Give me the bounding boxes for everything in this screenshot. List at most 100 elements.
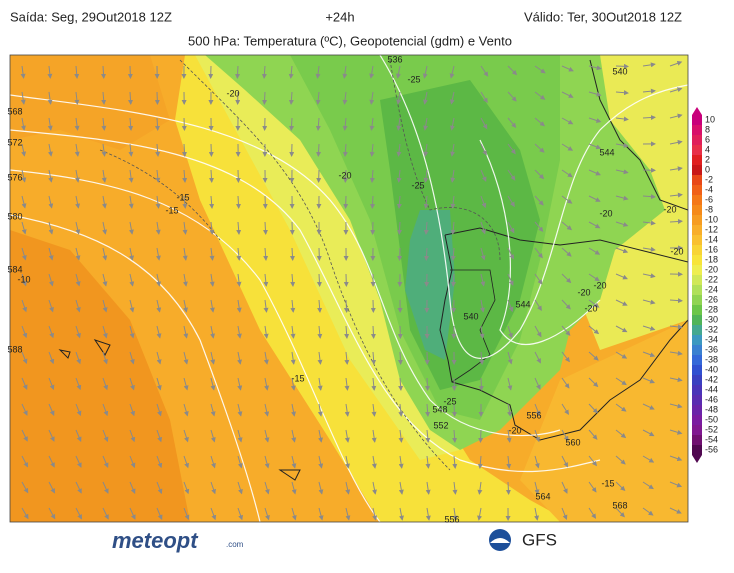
contour-label: 568 [612,500,627,510]
contour-label: -20 [593,280,606,290]
colorbar-swatch [692,175,702,185]
contour-label: 540 [612,66,627,76]
contour-label: 544 [599,147,614,157]
colorbar-tip [692,107,702,115]
colorbar-swatch [692,155,702,165]
contour-label: -20 [670,246,683,256]
colorbar-swatch [692,425,702,435]
contour-label: -20 [663,204,676,214]
contour-label: -15 [601,478,614,488]
contour-label: 568 [7,106,22,116]
colorbar-label: -48 [705,404,718,414]
colorbar-label: -12 [705,224,718,234]
contour-label: 576 [7,172,22,182]
colorbar-swatch [692,275,702,285]
colorbar: 1086420-2-4-6-8-10-12-14-16-18-20-22-24-… [692,107,718,463]
colorbar-label: 10 [705,114,715,124]
contour-label: 548 [432,404,447,414]
contour-label: -15 [165,205,178,215]
wind-arrow [291,118,292,130]
contour-label: 556 [526,410,541,420]
wind-arrow [427,378,428,390]
colorbar-swatch [692,165,702,175]
colorbar-label: -44 [705,384,718,394]
colorbar-label: -2 [705,174,713,184]
wind-arrow [318,144,319,156]
colorbar-label: -28 [705,304,718,314]
colorbar-label: -36 [705,344,718,354]
lead-time: +24h [325,9,354,24]
colorbar-swatch [692,195,702,205]
contour-label: -25 [407,74,420,84]
colorbar-label: -16 [705,244,718,254]
wind-arrow [346,300,347,312]
colorbar-label: -18 [705,254,718,264]
model-name: GFS [522,530,557,549]
contour-label: 552 [433,420,448,430]
colorbar-swatch [692,345,702,355]
colorbar-swatch [692,235,702,245]
wind-arrow [372,196,373,208]
colorbar-label: 2 [705,154,710,164]
brand-domain: .com [226,540,244,549]
colorbar-label: 0 [705,164,710,174]
contour-label: 540 [463,311,478,321]
contour-label: -20 [584,303,597,313]
contour-label: -15 [291,373,304,383]
colorbar-label: -32 [705,324,718,334]
contour-label: 560 [565,437,580,447]
colorbar-label: -8 [705,204,713,214]
wind-arrow [265,222,266,234]
colorbar-label: -14 [705,234,718,244]
contour-label: 564 [535,491,550,501]
colorbar-swatch [692,115,702,125]
wind-arrow [399,222,400,234]
colorbar-tip [692,455,702,463]
colorbar-swatch [692,315,702,325]
wind-arrow [238,196,239,208]
colorbar-label: 8 [705,124,710,134]
wind-arrow [237,66,238,78]
contour-label: 536 [387,54,402,64]
colorbar-swatch [692,225,702,235]
colorbar-swatch [692,145,702,155]
wind-arrow [319,274,320,286]
contour-label: -20 [226,88,239,98]
contour-label: 584 [7,264,22,274]
wind-arrow [400,352,401,364]
contour-label: -20 [338,170,351,180]
colorbar-swatch [692,135,702,145]
colorbar-swatch [692,415,702,425]
colorbar-label: 4 [705,144,710,154]
colorbar-label: -4 [705,184,713,194]
colorbar-swatch [692,385,702,395]
wind-arrow [508,482,509,494]
contour-label: -20 [508,425,521,435]
colorbar-swatch [692,405,702,415]
colorbar-label: -50 [705,414,718,424]
wind-arrow [373,326,374,338]
colorbar-label: -6 [705,194,713,204]
colorbar-swatch [692,255,702,265]
run-time: Saída: Seg, 29Out2018 12Z [10,9,172,24]
colorbar-swatch [692,205,702,215]
colorbar-swatch [692,305,702,315]
contour-label: 572 [7,137,22,147]
contour-label: 544 [515,299,530,309]
colorbar-label: -10 [705,214,718,224]
colorbar-swatch [692,285,702,295]
contour-label: 556 [444,514,459,524]
colorbar-swatch [692,125,702,135]
colorbar-label: -24 [705,284,718,294]
colorbar-swatch [692,395,702,405]
wind-arrow [480,430,481,442]
contour-label: -10 [17,274,30,284]
colorbar-label: -26 [705,294,718,304]
colorbar-label: -54 [705,434,718,444]
colorbar-swatch [692,365,702,375]
colorbar-label: -38 [705,354,718,364]
colorbar-label: -42 [705,374,718,384]
contour-label: -20 [577,287,590,297]
brand-logo: meteopt [112,528,199,553]
